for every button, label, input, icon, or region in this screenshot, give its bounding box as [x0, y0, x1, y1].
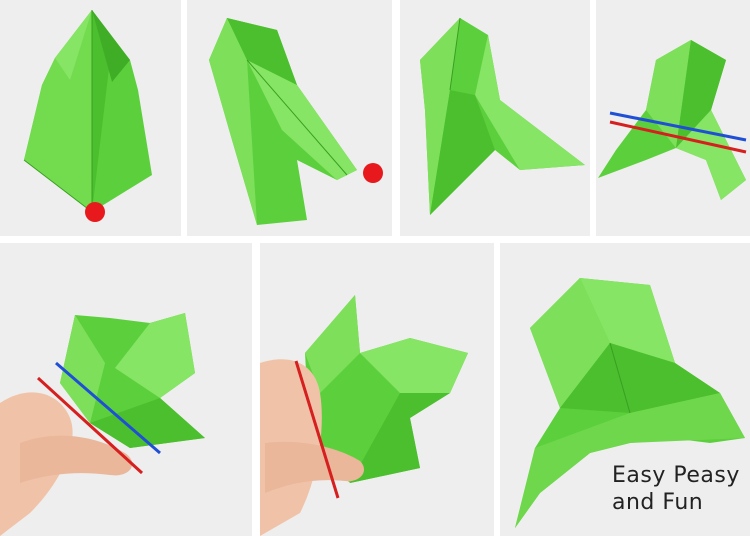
step-1-illustration — [0, 0, 181, 236]
blue-fold-line — [55, 361, 161, 455]
step-5-illustration — [0, 243, 252, 536]
step-1-photo — [0, 0, 181, 236]
step-6-illustration — [260, 243, 494, 536]
brand-watermark: Easy Peasy and Fun — [612, 462, 742, 516]
red-dot-marker — [363, 163, 383, 183]
step-3-illustration — [400, 0, 590, 236]
step-2-illustration — [187, 0, 392, 236]
step-3-photo — [400, 0, 590, 236]
step-4-illustration — [596, 0, 750, 236]
red-fold-line — [294, 360, 340, 499]
watermark-line-2: and Fun — [612, 490, 704, 515]
red-fold-line — [609, 120, 747, 154]
step-2-photo — [187, 0, 392, 236]
step-6-photo — [260, 243, 494, 536]
step-5-photo — [0, 243, 252, 536]
step-4-photo — [596, 0, 750, 236]
red-fold-line — [36, 376, 144, 475]
watermark-line-1: Easy Peasy — [612, 463, 740, 488]
step-7-illustration — [500, 243, 750, 536]
step-7-photo — [500, 243, 750, 536]
red-dot-marker — [85, 202, 105, 222]
blue-fold-line — [609, 111, 747, 142]
